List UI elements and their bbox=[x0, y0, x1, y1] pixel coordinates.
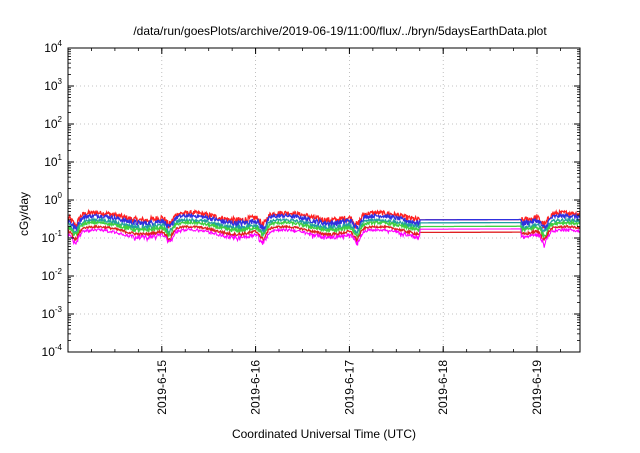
series-line bbox=[67, 226, 581, 248]
y-tick-label: 10-1 bbox=[42, 229, 63, 245]
y-tick-label: 10-3 bbox=[42, 305, 63, 321]
y-tick-label: 103 bbox=[44, 77, 62, 93]
x-tick-label: 2019-6-18 bbox=[436, 360, 450, 415]
x-tick-label: 2019-6-16 bbox=[249, 360, 263, 415]
grid bbox=[68, 47, 580, 353]
axes: 104 103 102 101 100 10-1 10-2 10-3 10-4 2019-6-15… bbox=[42, 39, 581, 415]
y-tick-label: 102 bbox=[44, 115, 62, 131]
series-layer bbox=[67, 208, 581, 248]
x-tick-label: 2019-6-19 bbox=[530, 360, 544, 415]
x-axis-label: Coordinated Universal Time (UTC) bbox=[232, 427, 416, 441]
y-tick-label: 10-4 bbox=[42, 343, 63, 359]
series-line bbox=[67, 224, 581, 244]
chart-title: /data/run/goesPlots/archive/2019-06-19/1… bbox=[133, 24, 547, 38]
y-axis-label: cGy/day bbox=[17, 192, 31, 236]
x-tick-label: 2019-6-15 bbox=[155, 360, 169, 415]
series-line bbox=[67, 216, 581, 237]
series-line bbox=[67, 219, 581, 239]
y-tick-label: 104 bbox=[44, 39, 62, 55]
y-tick-label: 10-2 bbox=[42, 267, 63, 283]
y-tick-label: 100 bbox=[44, 191, 62, 207]
x-tick-label: 2019-6-17 bbox=[342, 360, 356, 415]
plot-frame bbox=[67, 47, 581, 353]
y-tick-label: 101 bbox=[44, 153, 62, 169]
